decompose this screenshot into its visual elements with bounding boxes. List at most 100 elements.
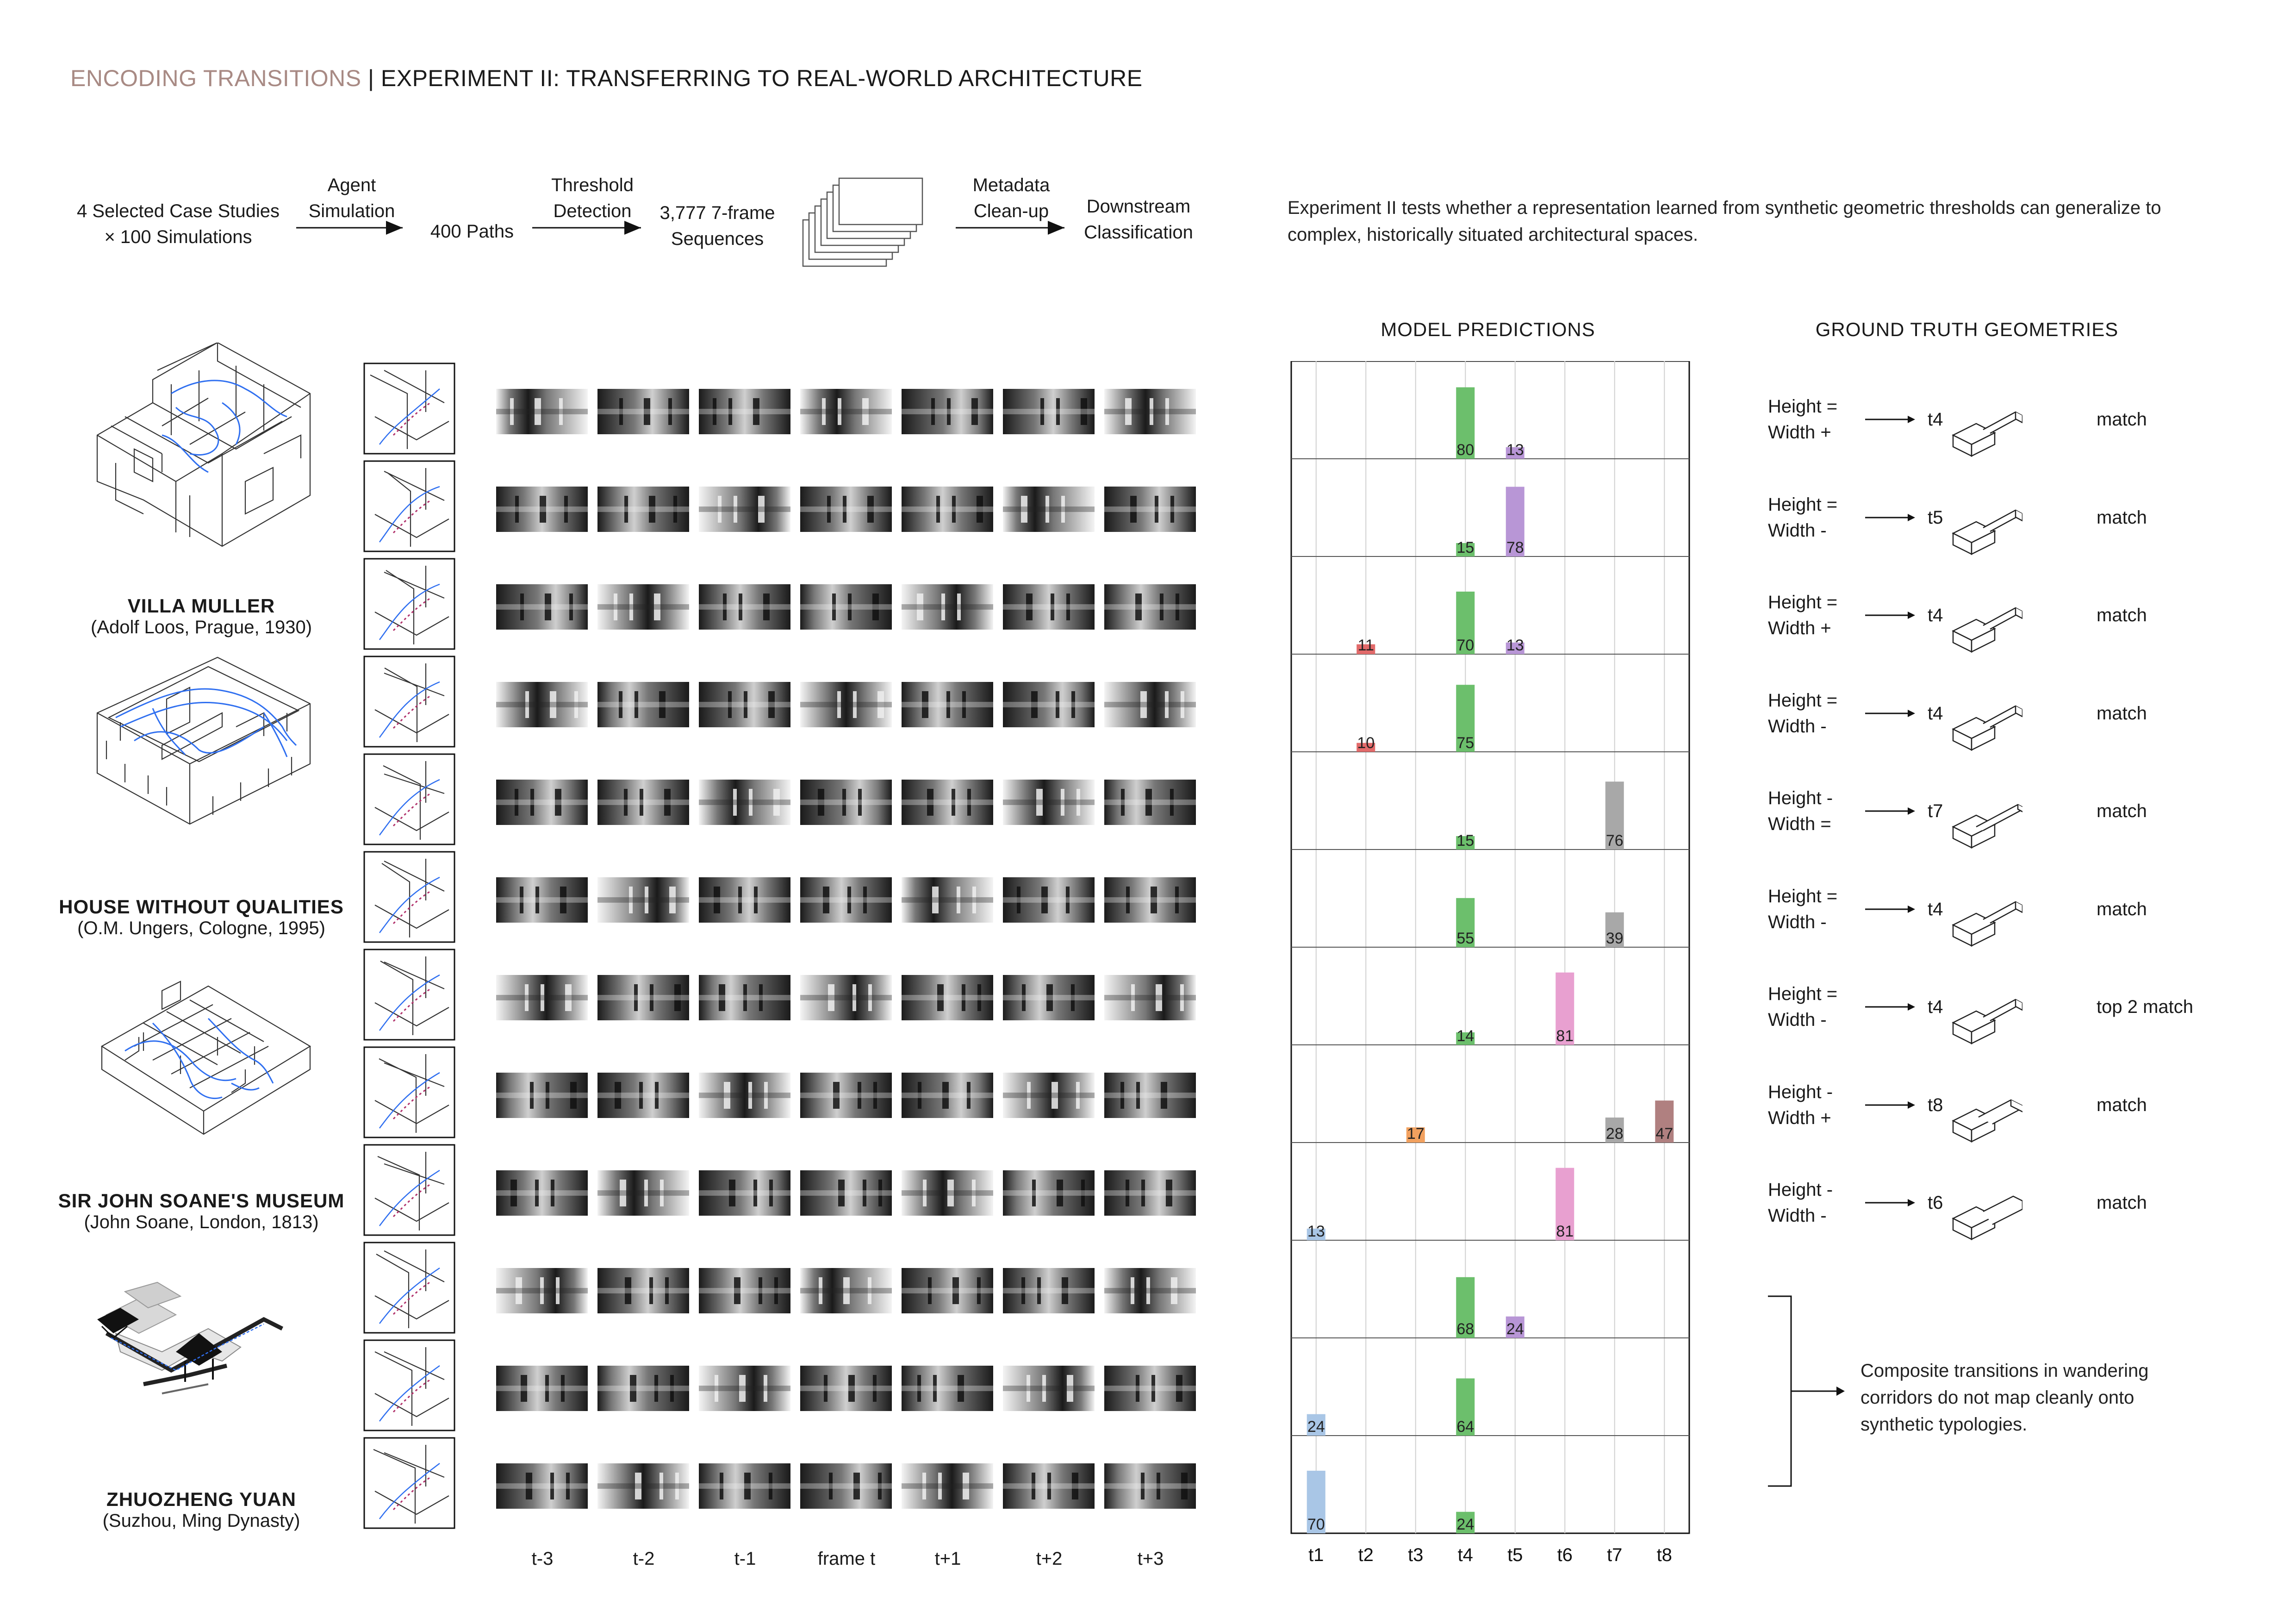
depth-frame-image xyxy=(800,487,892,532)
bar-t1 xyxy=(1307,1470,1325,1533)
bar-value-label: 47 xyxy=(1655,1125,1673,1143)
bar-t7 xyxy=(1605,781,1624,849)
bar-value-label: 10 xyxy=(1357,734,1375,752)
depth-frame-image xyxy=(800,975,892,1020)
depth-frame-image xyxy=(496,1170,588,1216)
bar-t5 xyxy=(1506,487,1524,556)
bar-value-label: 13 xyxy=(1506,637,1524,654)
pipeline-text: Simulation xyxy=(308,201,395,221)
depth-frame-image xyxy=(496,975,588,1020)
depth-frame-image xyxy=(800,682,892,727)
depth-frame-image xyxy=(597,487,689,532)
description-line: complex, historically situated architect… xyxy=(1288,225,1699,245)
x-tick-label-t4: t4 xyxy=(1458,1545,1473,1565)
composite-note-line: corridors do not map cleanly onto xyxy=(1860,1387,2134,1408)
path-thumbnail-image xyxy=(363,460,455,552)
zhuozheng-yuan-axonometric-image xyxy=(97,1281,284,1394)
depth-frame-image xyxy=(800,780,892,825)
ground-truth-row: Height = Width + t4 match xyxy=(1768,394,2231,477)
depth-frame-image xyxy=(1104,877,1196,923)
pipeline-text: × 100 Simulations xyxy=(104,227,252,247)
frame-stack-icon xyxy=(802,177,923,267)
path-thumbnail-image xyxy=(363,851,455,943)
bar-t1 xyxy=(1307,1414,1325,1436)
gt-width: Width - xyxy=(1768,716,1827,737)
gt-height: Height - xyxy=(1768,1180,1833,1200)
building-name: ZHUOZHENG YUAN xyxy=(106,1488,296,1510)
pipeline-step-sequences: 3,777 7-frame Sequences xyxy=(648,200,787,252)
x-tick-label-t1: t1 xyxy=(1308,1545,1324,1565)
depth-frame-image xyxy=(496,780,588,825)
bar-t2 xyxy=(1356,743,1375,752)
gt-width: Width - xyxy=(1768,912,1827,932)
building-subtitle: (John Soane, London, 1813) xyxy=(84,1212,319,1232)
depth-frame-image xyxy=(902,1366,993,1411)
arrowhead-icon xyxy=(1908,1003,1915,1011)
bar-value-label: 80 xyxy=(1456,441,1474,459)
depth-frame-image xyxy=(1003,1366,1095,1411)
ground-truth-header: GROUND TRUTH GEOMETRIES xyxy=(1815,319,2119,340)
path-thumbnail-image xyxy=(363,1242,455,1334)
gt-result: match xyxy=(2097,801,2147,821)
gt-geometry-low-end-icon xyxy=(1952,804,2022,849)
gt-width: Width = xyxy=(1768,814,1831,834)
gt-geometry-narrow-end-icon xyxy=(1952,705,2022,751)
depth-frame-image xyxy=(597,682,689,727)
depth-frame-image xyxy=(496,1073,588,1118)
bar-t4 xyxy=(1456,1378,1475,1436)
building-name: SIR JOHN SOANE'S MUSEUM xyxy=(58,1190,345,1212)
gt-arrow-and-geometry xyxy=(1865,804,2022,849)
depth-frame-image xyxy=(1104,975,1196,1020)
gt-transition: t6 xyxy=(1928,1193,1943,1213)
arrowhead-icon xyxy=(1908,709,1915,717)
path-thumbnail-image xyxy=(363,558,455,650)
gt-result: top 2 match xyxy=(2097,997,2194,1017)
path-thumbnail-image xyxy=(363,753,455,845)
depth-frame-image xyxy=(1003,682,1095,727)
ground-truth-row: Height = Width - t4 match xyxy=(1768,883,2231,967)
ground-truth-row: Height = Width + t4 match xyxy=(1768,589,2231,673)
bar-value-label: 24 xyxy=(1456,1516,1474,1533)
depth-frame-image xyxy=(597,1463,689,1509)
gt-height: Height = xyxy=(1768,886,1838,906)
bar-value-label: 15 xyxy=(1456,539,1474,556)
depth-frame-image xyxy=(902,487,993,532)
gt-height: Height - xyxy=(1768,1081,1833,1102)
depth-frame-image xyxy=(597,1366,689,1411)
bar-value-label: 70 xyxy=(1456,637,1474,654)
depth-frame-image xyxy=(1104,780,1196,825)
gt-arrow-and-geometry xyxy=(1865,705,2022,751)
bar-value-label: 78 xyxy=(1506,539,1524,556)
depth-frame-image xyxy=(496,1366,588,1411)
bar-value-label: 39 xyxy=(1606,930,1624,947)
bar-t4 xyxy=(1456,898,1475,947)
depth-frame-image xyxy=(800,389,892,434)
bar-t1 xyxy=(1307,1228,1325,1240)
depth-frame-image xyxy=(800,1170,892,1216)
gt-width: Width - xyxy=(1768,520,1827,541)
bar-value-label: 17 xyxy=(1407,1125,1425,1143)
depth-frame-image xyxy=(496,682,588,727)
depth-frame-image xyxy=(699,1366,790,1411)
building-name: HOUSE WITHOUT QUALITIES xyxy=(59,896,344,918)
depth-frame-image xyxy=(1003,877,1095,923)
ground-truth-row: Height - Width = t7 match xyxy=(1768,785,2231,868)
composite-note: Composite transitions in wandering corri… xyxy=(1860,1357,2149,1438)
gt-transition: t4 xyxy=(1928,997,1943,1017)
gt-result: match xyxy=(2097,1094,2147,1115)
depth-frame-image xyxy=(902,975,993,1020)
depth-frame-image xyxy=(902,682,993,727)
bar-value-label: 81 xyxy=(1556,1027,1574,1045)
depth-frame-image xyxy=(1003,975,1095,1020)
bar-t4 xyxy=(1456,1512,1475,1533)
house-without-qualities-path-lines xyxy=(115,688,297,757)
pipeline-text: Threshold xyxy=(551,175,634,195)
building-label-house-without-qualities: HOUSE WITHOUT QUALITIES (O.M. Ungers, Co… xyxy=(51,896,352,939)
depth-frame-image xyxy=(597,780,689,825)
pipeline-text: Sequences xyxy=(671,229,764,249)
path-thumbnail-image xyxy=(363,1144,455,1236)
gt-height-width: Height = Width - xyxy=(1768,687,1837,739)
bar-value-label: 81 xyxy=(1556,1223,1574,1240)
gt-transition: t4 xyxy=(1928,703,1943,724)
composite-note-line: synthetic typologies. xyxy=(1860,1414,2028,1435)
